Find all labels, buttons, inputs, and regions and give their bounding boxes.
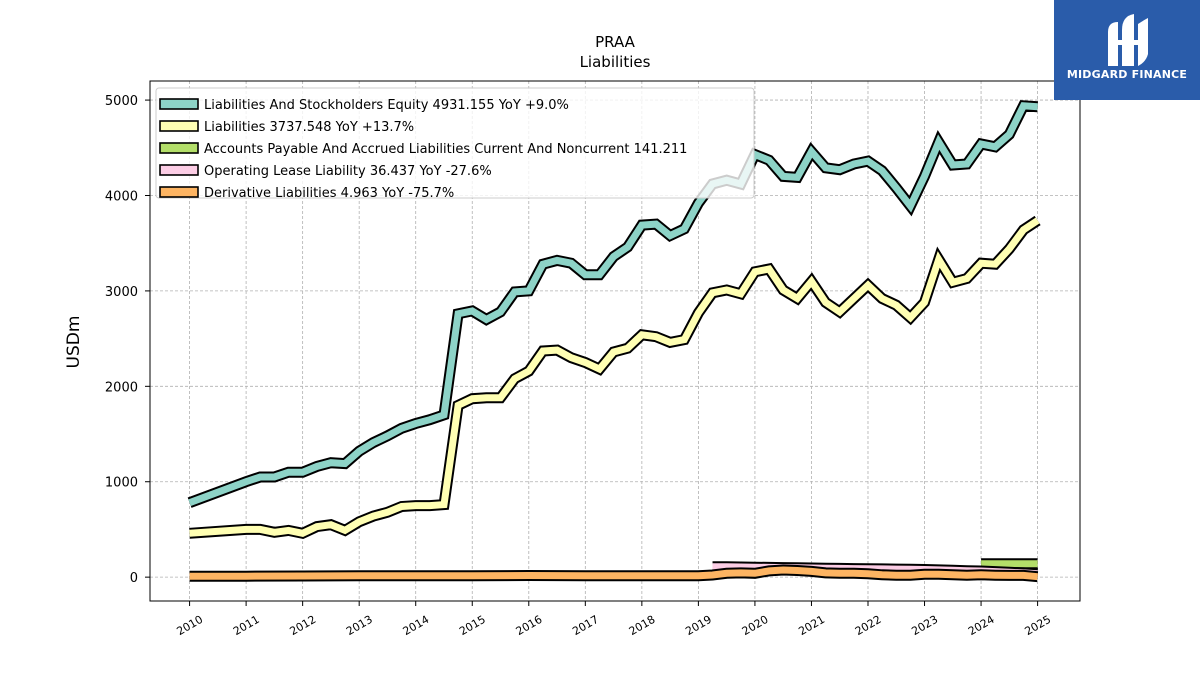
y-axis-label: USDm — [64, 316, 84, 369]
chart-title: PRAA — [595, 33, 636, 51]
legend-label: Derivative Liabilities 4.963 YoY -75.7% — [204, 186, 454, 201]
series-line — [188, 102, 1038, 506]
x-tick-label: 2024 — [966, 613, 997, 638]
x-tick-label: 2015 — [457, 613, 488, 638]
y-tick-label: 2000 — [105, 380, 138, 395]
x-tick-label: 2012 — [288, 613, 319, 638]
x-tick-label: 2019 — [683, 613, 714, 638]
y-tick-label: 1000 — [105, 476, 138, 491]
chart-subtitle: Liabilities — [580, 53, 651, 71]
legend-box — [155, 87, 755, 199]
plot-frame — [149, 80, 1081, 602]
y-tick-label: 5000 — [105, 94, 138, 109]
x-tick-label: 2016 — [514, 613, 545, 638]
x-tick-label: 2014 — [401, 613, 432, 638]
midgard-logo-icon — [1108, 14, 1148, 66]
x-tick-label: 2011 — [231, 613, 262, 638]
legend-swatch — [159, 164, 199, 176]
legend-swatch — [159, 98, 199, 110]
legend-swatch — [159, 142, 199, 154]
series-4 — [189, 564, 1039, 583]
x-tick-label: 2021 — [796, 613, 827, 638]
y-tick-label: 4000 — [105, 189, 138, 204]
legend-label: Liabilities And Stockholders Equity 4931… — [204, 98, 569, 113]
legend-label: Operating Lease Liability 36.437 YoY -27… — [204, 164, 492, 179]
legend: Liabilities And Stockholders Equity 4931… — [155, 87, 755, 201]
series-1 — [189, 215, 1041, 540]
x-tick-label: 2022 — [853, 613, 884, 638]
brand-name: MIDGARD FINANCE — [1066, 68, 1188, 81]
y-tick-label: 0 — [130, 571, 138, 586]
x-tick-label: 2010 — [174, 613, 205, 638]
legend-label: Liabilities 3737.548 YoY +13.7% — [204, 120, 414, 135]
legend-label: Accounts Payable And Accrued Liabilities… — [204, 142, 687, 157]
series-layer — [187, 100, 1041, 583]
x-tick-label: 2013 — [344, 613, 375, 638]
x-tick-label: 2020 — [740, 613, 771, 638]
series-line — [189, 566, 1038, 581]
x-tick-label: 2017 — [570, 613, 601, 638]
series-line — [189, 217, 1040, 537]
series-0 — [187, 100, 1038, 508]
x-tick-label: 2025 — [1022, 613, 1053, 638]
x-tick-label: 2023 — [909, 613, 940, 638]
y-tick-label: 3000 — [105, 285, 138, 300]
series-line-outline — [189, 215, 1041, 540]
x-tick-label: 2018 — [627, 613, 658, 638]
brand-logo: MIDGARD FINANCE — [1054, 0, 1200, 100]
legend-swatch — [159, 120, 199, 132]
legend-swatch — [159, 186, 199, 198]
